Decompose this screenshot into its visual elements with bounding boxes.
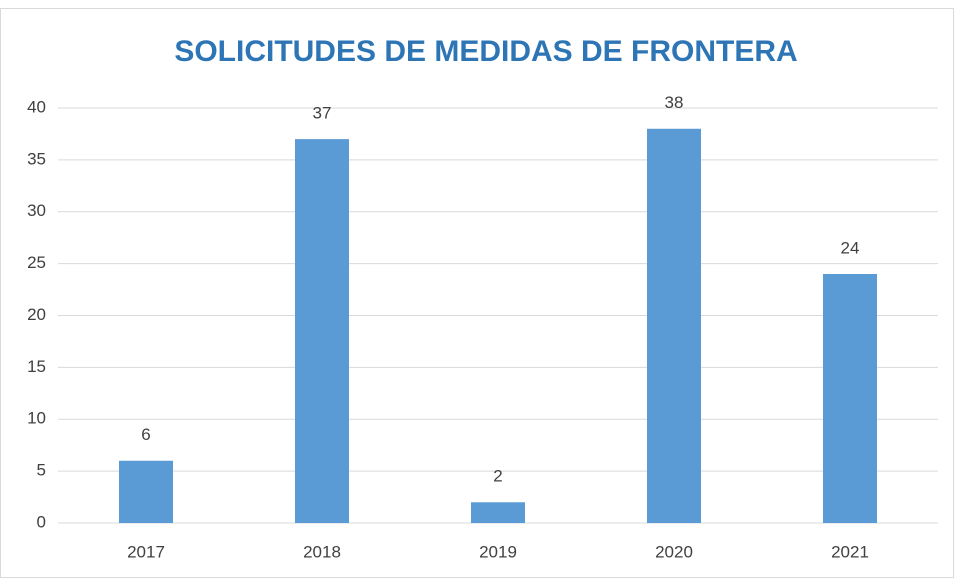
y-tick-label: 5 — [37, 461, 46, 480]
bar — [295, 139, 349, 523]
y-tick-label: 30 — [27, 201, 46, 220]
data-label: 24 — [841, 238, 860, 257]
bar — [647, 128, 701, 523]
y-tick-label: 15 — [27, 357, 46, 376]
bar — [823, 274, 877, 523]
y-tick-label: 20 — [27, 305, 46, 324]
chart-title: SOLICITUDES DE MEDIDAS DE FRONTERA — [174, 35, 797, 68]
y-tick-label: 0 — [37, 512, 46, 531]
data-label: 38 — [665, 93, 684, 112]
x-tick-label: 2020 — [655, 542, 693, 561]
data-label: 2 — [493, 467, 502, 486]
bar — [119, 460, 173, 523]
y-tick-label: 25 — [27, 253, 46, 272]
x-tick-label: 2019 — [479, 542, 517, 561]
data-label: 37 — [313, 104, 332, 123]
y-tick-label: 10 — [27, 409, 46, 428]
y-tick-label: 35 — [27, 149, 46, 168]
x-tick-label: 2017 — [127, 542, 165, 561]
y-tick-label: 40 — [27, 97, 46, 116]
bar — [471, 502, 525, 523]
data-label: 6 — [141, 425, 150, 444]
x-tick-label: 2018 — [303, 542, 341, 561]
x-tick-label: 2021 — [831, 542, 869, 561]
